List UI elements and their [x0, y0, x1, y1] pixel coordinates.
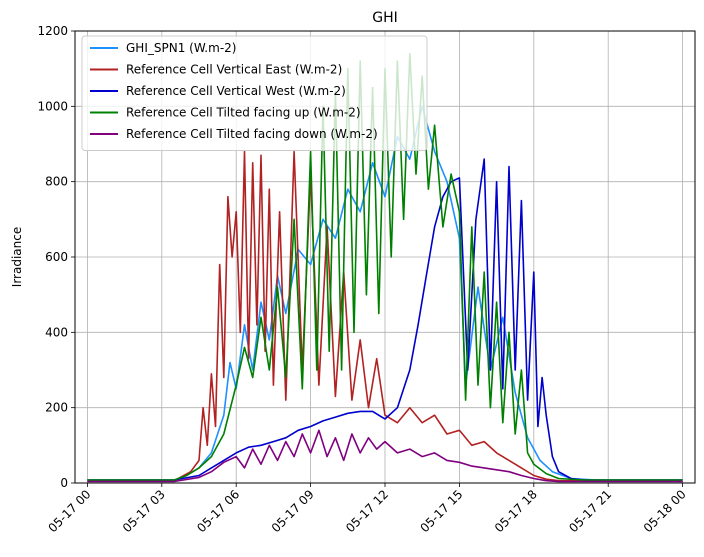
- series-layer: [87, 52, 683, 483]
- y-tick-label: 1200: [37, 24, 68, 38]
- y-tick-label: 0: [60, 476, 68, 490]
- y-tick-label: 1000: [37, 99, 68, 113]
- legend-label: Reference Cell Vertical West (W.m-2): [126, 84, 346, 98]
- chart-title: GHI: [372, 10, 398, 26]
- legend: GHI_SPN1 (W.m-2) Reference Cell Vertical …: [81, 35, 428, 151]
- series-line-5: [87, 429, 683, 483]
- series-line-3: [87, 158, 683, 481]
- y-tick-label: 400: [45, 325, 68, 339]
- legend-box: [81, 35, 428, 151]
- y-tick-label: 600: [45, 250, 68, 264]
- y-tick-label: 200: [45, 401, 68, 415]
- y-tick-label: 800: [45, 175, 68, 189]
- y-axis-label: Irradiance: [10, 227, 24, 287]
- legend-label: Reference Cell Tilted facing up (W.m-2): [126, 106, 361, 120]
- legend-label: Reference Cell Vertical East (W.m-2): [126, 63, 342, 77]
- legend-label: Reference Cell Tilted facing down (W.m-2…: [126, 127, 378, 141]
- legend-label: GHI_SPN1 (W.m-2): [126, 41, 236, 55]
